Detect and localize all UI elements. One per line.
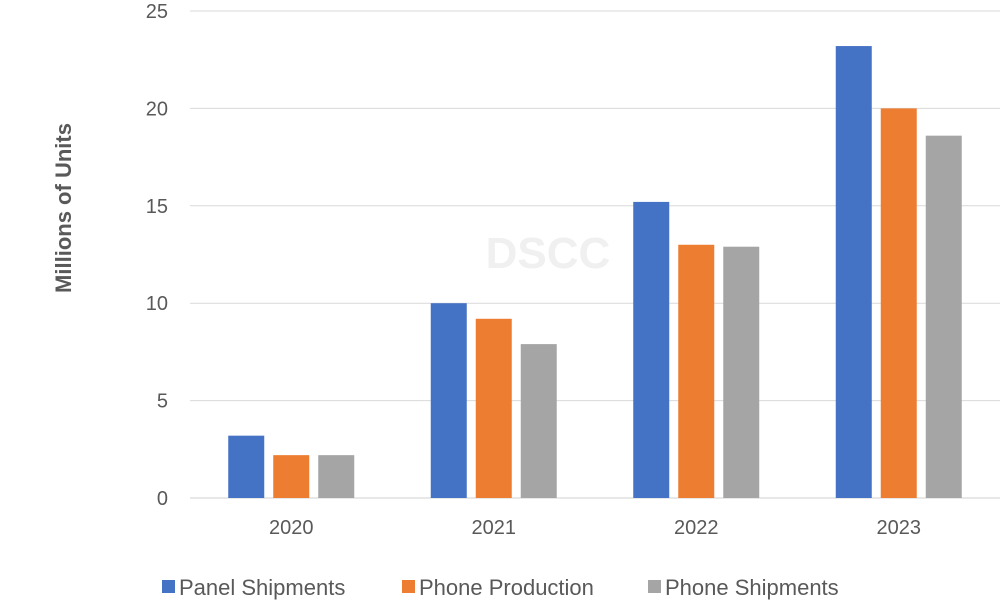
x-tick-label: 2022	[674, 517, 719, 539]
bar-panel-shipments-2022	[633, 201, 670, 499]
legend-label: Phone Shipments	[665, 575, 839, 600]
y-tick-label: 0	[157, 488, 168, 510]
watermark: DSCC	[486, 229, 611, 278]
bar-phone-production-2020	[273, 455, 310, 498]
x-tick-label: 2020	[269, 517, 314, 539]
x-axis-ticks: 2020 2021 2022 2023	[269, 517, 921, 539]
bar-phone-shipments-2021	[520, 344, 557, 498]
bar-panel-shipments-2023	[835, 46, 872, 499]
legend-label: Phone Production	[419, 575, 594, 600]
bar-phone-shipments-2020	[318, 455, 355, 498]
y-axis-ticks: 0 5 10 15 20 25	[146, 1, 168, 510]
bar-phone-shipments-2022	[723, 246, 760, 498]
bar-phone-production-2023	[880, 108, 917, 499]
bars	[228, 46, 962, 499]
y-tick-label: 10	[146, 293, 168, 315]
y-tick-label: 25	[146, 1, 168, 23]
bar-phone-shipments-2023	[925, 135, 962, 498]
y-tick-label: 15	[146, 196, 168, 218]
legend: Panel Shipments Phone Production Phone Shi…	[162, 575, 839, 600]
legend-swatch	[402, 580, 415, 593]
x-tick-label: 2023	[877, 517, 922, 539]
legend-swatch	[648, 580, 661, 593]
y-tick-label: 5	[157, 391, 168, 413]
bar-phone-production-2022	[678, 244, 715, 498]
bar-panel-shipments-2020	[228, 435, 265, 498]
legend-swatch	[162, 580, 175, 593]
bar-phone-production-2021	[475, 318, 512, 498]
y-tick-label: 20	[146, 98, 168, 120]
legend-label: Panel Shipments	[179, 575, 345, 600]
bar-panel-shipments-2021	[430, 303, 467, 498]
y-axis-title: Millions of Units	[51, 123, 76, 293]
x-tick-label: 2021	[472, 517, 517, 539]
